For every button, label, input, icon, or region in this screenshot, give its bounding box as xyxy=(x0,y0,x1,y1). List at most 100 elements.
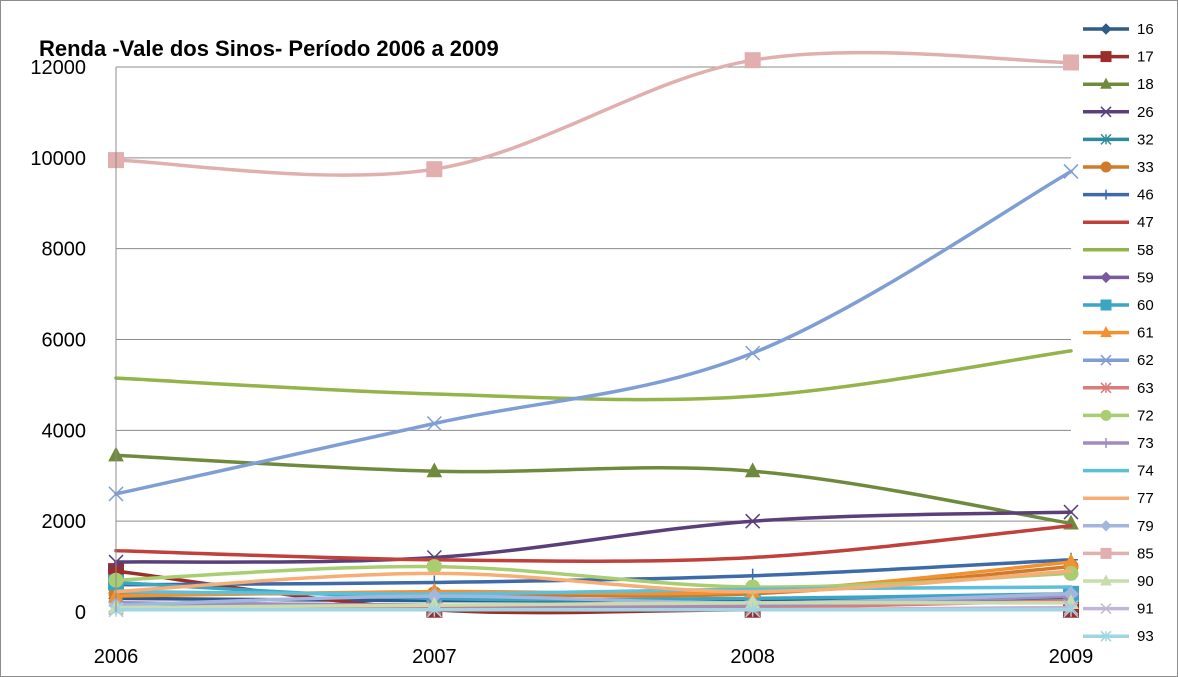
legend-marker-85 xyxy=(1100,547,1112,559)
data-point-26-2008 xyxy=(745,513,761,529)
data-point-93-2009 xyxy=(1063,602,1079,618)
legend-item-58: 58 xyxy=(1083,242,1154,259)
y-tick-label-4000: 4000 xyxy=(42,420,87,442)
series-77 xyxy=(114,569,1073,594)
legend-label-63: 63 xyxy=(1137,380,1154,397)
series-26 xyxy=(108,504,1079,570)
data-point-62-2007 xyxy=(426,415,442,432)
legend-item-32: 32 xyxy=(1083,131,1154,148)
legend-label-46: 46 xyxy=(1137,187,1154,204)
legend-marker-61 xyxy=(1100,326,1112,338)
legend-item-61: 61 xyxy=(1083,325,1154,342)
data-point-72-2009 xyxy=(1063,565,1079,581)
legend-label-85: 85 xyxy=(1137,545,1154,562)
legend-marker-33 xyxy=(1100,161,1112,173)
legend-item-77: 77 xyxy=(1083,490,1154,507)
series-85 xyxy=(108,50,1079,178)
legend-label-33: 33 xyxy=(1137,159,1154,176)
series-line-62 xyxy=(114,169,1073,496)
series-line-26 xyxy=(114,510,1073,564)
series-62 xyxy=(108,163,1079,502)
legend-item-17: 17 xyxy=(1083,49,1154,66)
legend-marker-73 xyxy=(1101,438,1111,448)
legend-marker-17 xyxy=(1100,51,1112,63)
data-point-18-2008 xyxy=(744,462,761,478)
x-tick-label-2008: 2008 xyxy=(730,646,775,668)
legend-item-59: 59 xyxy=(1083,269,1154,286)
legend-item-33: 33 xyxy=(1083,159,1154,176)
axes: 0 2000 4000 6000 8000 10000 12000 2006 2007 2008 2… xyxy=(30,57,1093,668)
legend-marker-91 xyxy=(1100,603,1112,615)
y-tick-label-12000: 12000 xyxy=(30,57,86,79)
y-tick-label-2000: 2000 xyxy=(42,511,87,533)
legend-label-32: 32 xyxy=(1137,131,1154,148)
data-point-26-2009 xyxy=(1063,504,1079,520)
legend-label-18: 18 xyxy=(1137,76,1154,93)
legend-label-16: 16 xyxy=(1137,21,1154,38)
legend-item-93: 93 xyxy=(1083,628,1154,645)
series-47 xyxy=(114,523,1073,563)
legend-item-73: 73 xyxy=(1083,435,1154,452)
legend-label-61: 61 xyxy=(1137,325,1154,342)
data-point-85-2008 xyxy=(744,52,761,69)
legend-label-77: 77 xyxy=(1137,490,1154,507)
series-18 xyxy=(108,446,1079,530)
legend: 16 17 18 26 32 33 46 47 58 59 60 61 62 63 72 73 74 77 79 85… xyxy=(1083,21,1154,645)
legend-label-60: 60 xyxy=(1137,297,1154,314)
x-tick-label-2007: 2007 xyxy=(412,646,457,668)
legend-marker-60 xyxy=(1100,299,1112,311)
legend-label-59: 59 xyxy=(1137,269,1154,286)
x-tick-label-2006: 2006 xyxy=(94,646,139,668)
legend-item-85: 85 xyxy=(1083,545,1154,562)
series-line-58 xyxy=(114,349,1073,402)
legend-marker-26 xyxy=(1100,106,1112,118)
series-line-77 xyxy=(114,569,1073,594)
legend-item-46: 46 xyxy=(1083,187,1154,204)
legend-marker-72 xyxy=(1100,409,1112,421)
series-74 xyxy=(114,585,1073,596)
legend-label-79: 79 xyxy=(1137,518,1154,535)
y-tick-label-10000: 10000 xyxy=(30,148,86,170)
legend-marker-59 xyxy=(1100,271,1112,284)
legend-marker-46 xyxy=(1101,189,1111,200)
legend-marker-90 xyxy=(1100,574,1112,586)
legend-label-90: 90 xyxy=(1137,573,1154,590)
legend-item-91: 91 xyxy=(1083,601,1154,618)
data-point-62-2009 xyxy=(1063,163,1079,179)
legend-label-73: 73 xyxy=(1137,435,1154,452)
legend-item-26: 26 xyxy=(1083,104,1154,121)
legend-marker-93 xyxy=(1100,630,1112,642)
legend-item-60: 60 xyxy=(1083,297,1154,314)
plot-series xyxy=(108,50,1079,618)
chart-title: Renda -Vale dos Sinos- Período 2006 a 20… xyxy=(39,36,499,61)
series-line-90 xyxy=(114,600,1073,610)
legend-marker-63 xyxy=(1100,382,1112,394)
legend-item-62: 62 xyxy=(1083,352,1154,369)
legend-label-17: 17 xyxy=(1137,49,1154,66)
legend-marker-18 xyxy=(1100,77,1112,89)
legend-item-90: 90 xyxy=(1083,573,1154,590)
x-tick-label-2009: 2009 xyxy=(1049,646,1094,668)
data-point-93-2008 xyxy=(745,602,761,618)
legend-label-26: 26 xyxy=(1137,104,1154,121)
y-tick-label-8000: 8000 xyxy=(42,239,87,261)
legend-label-58: 58 xyxy=(1137,242,1154,259)
legend-label-62: 62 xyxy=(1137,352,1154,369)
legend-label-72: 72 xyxy=(1137,407,1154,424)
legend-item-16: 16 xyxy=(1083,21,1154,38)
y-tick-label-6000: 6000 xyxy=(42,330,87,352)
series-line-74 xyxy=(114,585,1073,596)
data-point-85-2009 xyxy=(1063,54,1079,71)
series-line-47 xyxy=(114,523,1073,563)
data-point-62-2008 xyxy=(745,345,761,361)
legend-item-63: 63 xyxy=(1083,380,1154,397)
legend-marker-32 xyxy=(1100,133,1112,145)
legend-item-79: 79 xyxy=(1083,518,1154,535)
y-tick-label-0: 0 xyxy=(75,602,86,624)
legend-marker-79 xyxy=(1100,520,1112,532)
series-line-73 xyxy=(114,594,1073,608)
legend-label-74: 74 xyxy=(1137,463,1154,480)
series-line-85 xyxy=(114,50,1073,177)
legend-item-47: 47 xyxy=(1083,214,1154,231)
